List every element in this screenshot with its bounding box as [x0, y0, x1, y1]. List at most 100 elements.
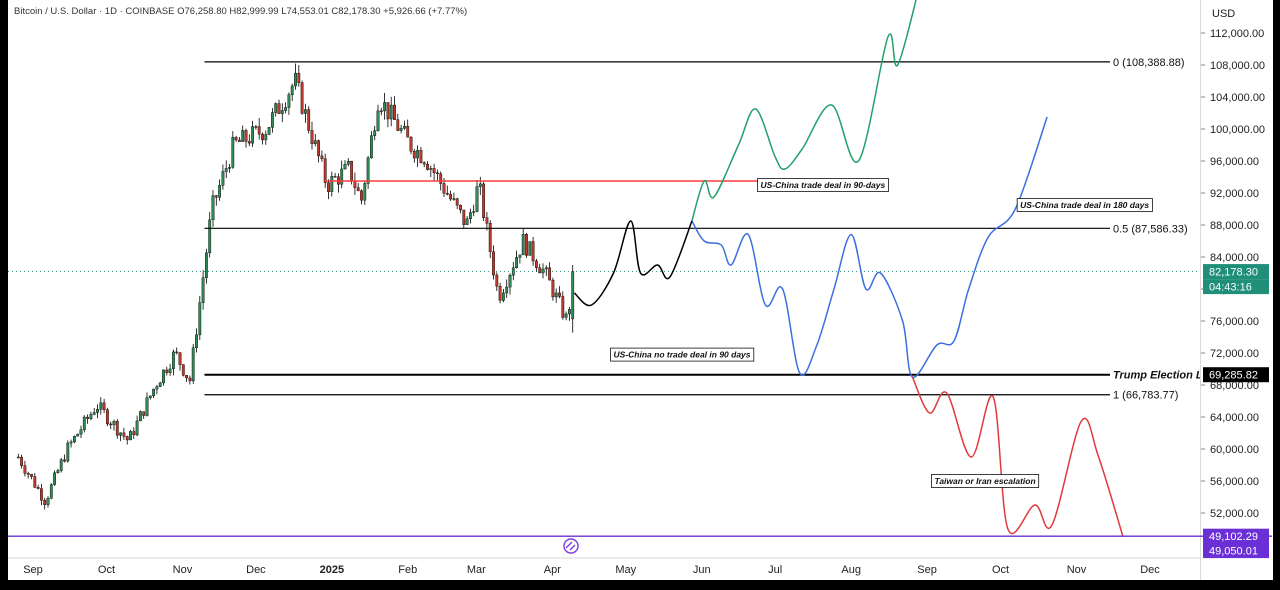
candle-down	[26, 473, 30, 475]
candle-up	[198, 302, 202, 336]
y-tick-label: 76,000.00	[1210, 316, 1259, 328]
candle-up	[366, 157, 370, 184]
candle	[360, 189, 363, 205]
x-tick-label: Jun	[693, 564, 711, 576]
candle-up	[544, 267, 548, 270]
price-tag-text: 82,178.30	[1209, 267, 1258, 279]
candle-up	[66, 442, 70, 462]
candle-up	[511, 267, 515, 276]
y-tick-label: 56,000.00	[1210, 476, 1259, 488]
price-tag-text: 49,050.01	[1209, 546, 1258, 558]
currency-label: USD	[1212, 8, 1235, 20]
candle	[274, 102, 278, 117]
candle	[558, 286, 561, 299]
candle-down	[412, 151, 416, 159]
x-tick-label: 2025	[320, 564, 344, 576]
candle-up	[267, 127, 271, 135]
y-tick-label: 88,000.00	[1210, 220, 1259, 232]
candle	[379, 107, 383, 116]
candle	[393, 96, 396, 120]
candle	[66, 440, 70, 463]
candle-down	[244, 130, 248, 142]
y-tick-label: 84,000.00	[1210, 252, 1259, 264]
candle-up	[343, 163, 347, 170]
price-tag-bg	[1203, 543, 1269, 559]
x-tick-label: May	[615, 564, 636, 576]
candle-down	[36, 487, 40, 489]
candle	[145, 392, 149, 417]
candle	[234, 135, 238, 142]
candle-down	[63, 459, 66, 462]
candle	[181, 364, 185, 377]
x-tick-label: Sep	[917, 564, 937, 576]
candle	[307, 106, 311, 134]
symbol-header: Bitcoin / U.S. Dollar · 1D · COINBASE O7…	[14, 6, 467, 17]
candle-down	[538, 267, 542, 274]
candle-down	[445, 193, 449, 195]
candle-down	[525, 234, 528, 256]
refresh-icon-ring	[563, 538, 579, 554]
candle	[96, 404, 99, 418]
candle	[175, 347, 179, 355]
candle	[551, 277, 555, 301]
refresh-icon	[563, 538, 579, 554]
candle	[297, 65, 301, 87]
candle-up	[452, 198, 456, 200]
candle-down	[297, 72, 301, 83]
candle-up	[195, 334, 198, 348]
candle-up	[518, 254, 522, 258]
candle-down	[462, 209, 466, 225]
candle-up	[515, 257, 519, 269]
candle	[465, 216, 469, 226]
candle	[495, 272, 499, 292]
annotation-text: US-China no trade deal in 90 days	[614, 350, 751, 360]
candle-down	[426, 163, 429, 170]
candle	[478, 176, 482, 195]
candle	[188, 375, 192, 385]
candle-up	[502, 292, 505, 301]
candle	[267, 127, 271, 136]
candle	[89, 411, 93, 421]
candle	[287, 92, 291, 115]
candle-down	[436, 172, 439, 175]
candle	[445, 185, 449, 196]
candle	[132, 427, 136, 440]
candle	[106, 407, 109, 427]
candle-down	[277, 103, 281, 114]
candle	[482, 181, 486, 222]
x-tick-label: Aug	[841, 564, 861, 576]
candle	[125, 435, 129, 445]
candle-up	[403, 126, 406, 129]
price-tag-text: 69,285.82	[1209, 370, 1258, 382]
candle-up	[528, 241, 532, 256]
candle-up	[224, 168, 228, 172]
x-tick-label: Dec	[246, 564, 266, 576]
candle-down	[406, 126, 410, 138]
candle	[214, 194, 218, 206]
candle	[119, 432, 123, 442]
x-tick-label: Dec	[1140, 564, 1160, 576]
candle-up	[168, 368, 172, 373]
candle-up	[79, 429, 83, 435]
candle-down	[379, 110, 383, 113]
candle-up	[139, 411, 142, 422]
candle	[112, 419, 116, 431]
candle	[544, 265, 548, 276]
level-label: Trump Election Lows	[1113, 370, 1224, 382]
candle	[257, 118, 261, 140]
candle	[178, 352, 182, 371]
candle	[472, 204, 476, 217]
candle	[389, 96, 393, 127]
price-tag-text: 04:43:16	[1209, 282, 1252, 294]
candle	[244, 128, 248, 148]
candle-down	[43, 499, 47, 505]
candle-up	[274, 103, 278, 113]
candle-down	[449, 194, 453, 200]
candle-up	[251, 126, 255, 144]
scenario-annotation: US-China trade deal in 180 days	[1016, 198, 1153, 212]
candle	[488, 220, 492, 259]
candle-up	[389, 104, 393, 120]
candle	[310, 121, 314, 150]
price-tag: 04:43:16	[1203, 279, 1269, 295]
